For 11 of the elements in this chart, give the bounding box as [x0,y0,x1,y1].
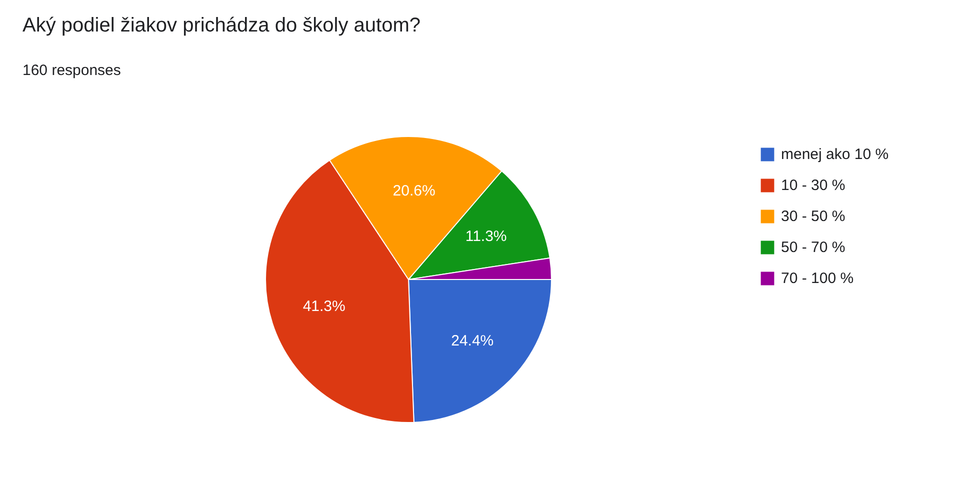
legend-label: 30 - 50 % [781,208,846,224]
text: 160 responses [22,62,121,79]
chart-title: Aký podiel žiakov prichádza do školy autom? [22,14,420,36]
legend-label: menej ako 10 % [781,146,889,162]
data-label: 41.3% [302,298,346,316]
legend-label: 70 - 100 % [781,270,854,286]
legend-label: 10 - 30 % [781,176,846,194]
legend-label: 50 - 70 % [781,238,846,256]
data-label: 11.3% [465,228,507,246]
data-label: 20.6% [392,182,436,200]
data-label: 24.4% [451,332,494,350]
